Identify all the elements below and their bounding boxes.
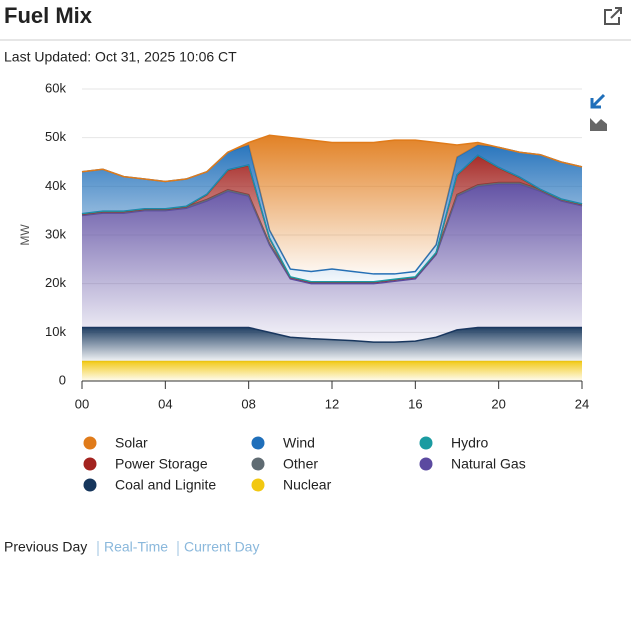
legend-marker (83, 457, 97, 471)
legend-label: Coal and Lignite (115, 477, 216, 493)
legend-label: Solar (115, 435, 148, 451)
y-tick-label: 30k (45, 226, 66, 241)
area (82, 327, 582, 362)
area (82, 361, 582, 381)
open-external-icon[interactable] (604, 7, 622, 25)
current-day-link[interactable]: Current Day (184, 539, 259, 555)
y-tick-label: 10k (45, 324, 66, 339)
area (82, 144, 582, 282)
legend-marker (419, 457, 433, 471)
legend-marker (251, 478, 265, 492)
y-tick-label: 0 (59, 372, 66, 387)
area (82, 183, 582, 343)
legend-marker (83, 478, 97, 492)
legend-marker (251, 457, 265, 471)
previous-day-link[interactable]: Previous Day (4, 539, 87, 555)
y-tick-label: 60k (45, 80, 66, 95)
legend-label: Power Storage (115, 456, 208, 472)
x-tick-label: 04 (158, 396, 172, 411)
legend-label: Wind (283, 435, 315, 451)
zoom-icon[interactable] (590, 93, 606, 109)
area (82, 135, 582, 274)
y-tick-label: 50k (45, 129, 66, 144)
x-tick-label: 20 (491, 396, 505, 411)
real-time-link[interactable]: Real-Time (104, 539, 168, 555)
area-line (81, 134, 583, 183)
legend-marker (251, 436, 265, 450)
x-tick-label: 24 (575, 396, 589, 411)
last-updated: Last Updated: Oct 31, 2025 10:06 CT (4, 49, 237, 65)
area (82, 155, 582, 283)
y-axis-label: MW (18, 224, 32, 246)
legend-label: Nuclear (283, 477, 332, 493)
y-tick-label: 20k (45, 275, 66, 290)
legend-label: Hydro (451, 435, 489, 451)
x-tick-label: 08 (241, 396, 255, 411)
x-tick-label: 12 (325, 396, 339, 411)
widget-title: Fuel Mix (4, 3, 93, 28)
legend-label: Natural Gas (451, 456, 526, 472)
x-tick-label: 00 (75, 396, 89, 411)
x-tick-label: 16 (408, 396, 422, 411)
legend-label: Other (283, 456, 318, 472)
area-icon[interactable] (590, 118, 607, 131)
legend-marker (83, 436, 97, 450)
legend-marker (419, 436, 433, 450)
y-tick-label: 40k (45, 178, 66, 193)
